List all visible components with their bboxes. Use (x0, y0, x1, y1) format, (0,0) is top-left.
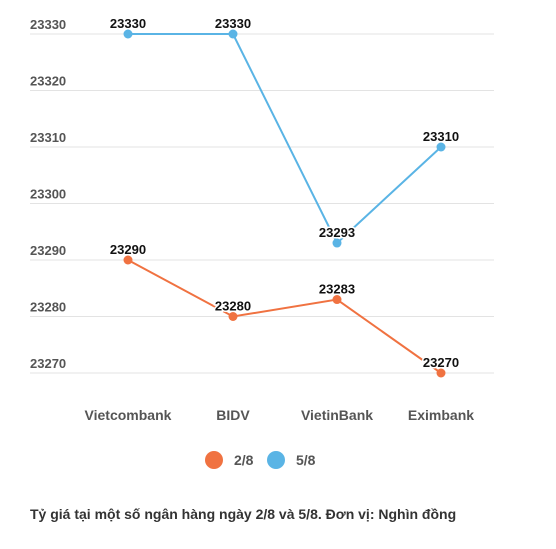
x-tick-label: Vietcombank (85, 407, 172, 423)
series-points (123, 29, 446, 378)
y-axis-ticks: 23270 23280 23290 23300 23310 23320 23330 (30, 17, 66, 371)
data-point (332, 238, 342, 248)
data-label: 23270 (423, 355, 459, 370)
y-tick-label: 23320 (30, 74, 66, 89)
data-point (123, 29, 133, 39)
legend: 2/8 5/8 (205, 451, 316, 469)
data-label: 23330 (215, 16, 251, 31)
data-point (123, 255, 133, 265)
data-label: 23283 (319, 282, 355, 297)
data-label: 23330 (110, 16, 146, 31)
data-label: 23280 (215, 299, 251, 314)
legend-label: 2/8 (234, 452, 254, 468)
x-axis-ticks: Vietcombank BIDV VietinBank Eximbank (85, 407, 475, 423)
y-tick-label: 23290 (30, 243, 66, 258)
series-line (127, 259, 442, 374)
grid-lines (30, 33, 494, 374)
data-label: 23293 (319, 225, 355, 240)
y-tick-label: 23330 (30, 17, 66, 32)
chart-caption: Tỷ giá tại một số ngân hàng ngày 2/8 và … (30, 506, 457, 522)
data-point (436, 368, 446, 378)
data-labels: 23290 23280 23283 23270 23330 23330 23293 23310 (108, 15, 460, 372)
series-lines (127, 33, 442, 374)
y-tick-label: 23270 (30, 356, 66, 371)
legend-marker (205, 451, 223, 469)
y-tick-label: 23310 (30, 130, 66, 145)
data-label: 23290 (110, 242, 146, 257)
legend-label: 5/8 (296, 452, 316, 468)
y-tick-label: 23280 (30, 300, 66, 315)
data-point (332, 295, 342, 305)
y-tick-label: 23300 (30, 187, 66, 202)
series-line (128, 33, 442, 245)
data-label: 23310 (423, 129, 459, 144)
legend-marker (267, 451, 285, 469)
x-tick-label: Eximbank (408, 407, 474, 423)
data-point (436, 142, 446, 152)
data-point (228, 312, 238, 321)
x-tick-label: BIDV (216, 407, 250, 423)
data-point (228, 29, 238, 39)
x-tick-label: VietinBank (301, 407, 373, 423)
